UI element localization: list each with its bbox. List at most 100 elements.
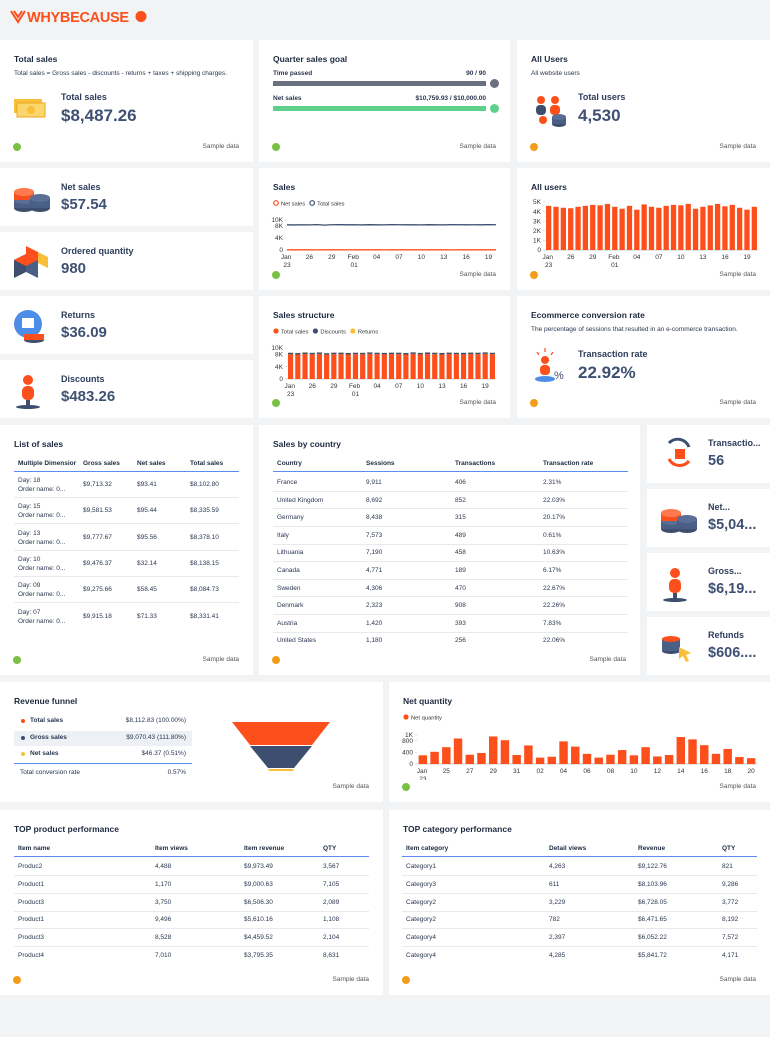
bar — [700, 745, 709, 764]
cell: $8,331.41 — [190, 612, 219, 620]
kpi-label: Refunds — [708, 630, 744, 640]
cell: 189 — [455, 567, 466, 574]
icon-part — [667, 437, 691, 448]
bar — [617, 750, 627, 764]
source-icon-dot — [272, 143, 280, 151]
cell: 4,285 — [549, 952, 566, 959]
icon-part — [38, 252, 48, 268]
side-kpi-card: Net... $5,04... — [647, 489, 770, 547]
row-rule — [402, 910, 757, 912]
bar — [641, 204, 647, 250]
x-tick-label: Feb 01 — [608, 254, 621, 268]
column-header: Revenue — [638, 845, 666, 852]
column-header: Item category — [406, 845, 449, 852]
bar — [606, 754, 615, 764]
bar — [560, 207, 567, 250]
cell: Austria — [277, 619, 298, 627]
row-rule — [402, 874, 757, 876]
icon — [661, 509, 697, 533]
legend-label: Discounts — [320, 329, 346, 335]
cell: 4,171 — [722, 952, 739, 959]
cell: $6,052.22 — [638, 934, 667, 942]
x-tick-label: 18 — [724, 768, 732, 775]
top-categories-card: TOP category performance Item category Det… — [389, 810, 770, 995]
x-tick-label: 10 — [417, 383, 425, 390]
cell: 2.31% — [543, 479, 562, 486]
kpi-label: Total sales — [61, 92, 107, 102]
bar-segment — [482, 352, 488, 354]
bar-segment — [288, 354, 294, 379]
goal-check — [490, 79, 499, 88]
card-title: Ecommerce conversion rate — [531, 310, 645, 320]
bar-segment — [446, 354, 452, 379]
header-rule — [14, 856, 369, 857]
bar — [707, 205, 713, 250]
icon-part — [268, 769, 294, 771]
cell: 4,306 — [366, 584, 383, 592]
y-tick-label: 8K — [275, 351, 284, 358]
cell: 821 — [722, 863, 733, 870]
x-tick-label: 20 — [748, 768, 756, 775]
row-rule — [14, 928, 369, 930]
legend-label: Net sales — [281, 201, 305, 207]
bar — [442, 747, 451, 764]
cell: Product3 — [18, 934, 45, 942]
cell: $71.33 — [137, 612, 157, 620]
bar — [465, 754, 474, 764]
cell: $6,506.30 — [244, 898, 273, 906]
bar — [641, 747, 650, 764]
card-subtitle: All website users — [531, 70, 580, 77]
cell: 8,631 — [323, 952, 340, 959]
bar — [723, 748, 732, 764]
icon: % — [535, 348, 564, 382]
bar-segment — [468, 354, 474, 379]
cell: Order name: 0... — [18, 617, 66, 625]
icon-part — [536, 351, 540, 356]
cell: 8,192 — [722, 916, 739, 924]
cell: 4,771 — [366, 567, 383, 574]
bar — [746, 758, 756, 764]
icon — [14, 188, 50, 212]
sales-by-country-card: Sales by country Country Sessions Transacti… — [259, 425, 640, 675]
icon-part — [669, 579, 681, 593]
cell: Order name: 0... — [18, 564, 66, 572]
bar — [571, 746, 580, 764]
kpi-value: $8,487.26 — [61, 106, 137, 125]
bar-segment — [388, 354, 395, 379]
funnel-label: Gross sales — [30, 733, 67, 741]
row-rule — [273, 631, 628, 633]
cell: 7,010 — [155, 952, 172, 959]
footer-note: Sample data — [332, 783, 370, 790]
column-header: QTY — [323, 845, 337, 852]
x-tick-label: 10 — [418, 254, 426, 261]
x-tick-label: 04 — [373, 383, 381, 390]
icon-part — [673, 593, 677, 599]
cell: 0.61% — [543, 531, 562, 539]
bar — [663, 205, 669, 250]
icon-part — [24, 334, 44, 340]
icon — [232, 722, 330, 771]
footer-note: Sample data — [459, 271, 497, 278]
all-users-card: All Users All website users Total users 4,5… — [517, 40, 770, 162]
cell: $9,915.18 — [83, 612, 112, 620]
kpi-value: $5,04... — [708, 517, 757, 533]
kpi-value: $606.... — [708, 645, 757, 661]
cell: 7,190 — [366, 549, 383, 557]
footer-note: Sample data — [719, 783, 757, 790]
sales-chart: Sales Sample data Net sales Total sales 0 4K 8… — [259, 168, 510, 290]
row-rule — [402, 946, 757, 948]
cell: 9,496 — [155, 916, 172, 924]
icon-part — [662, 636, 680, 642]
x-tick-label: 12 — [654, 768, 662, 775]
cell: 3,229 — [549, 898, 566, 906]
cell: $8,103.96 — [638, 880, 667, 888]
row-rule — [273, 543, 628, 545]
column-header: Total sales — [190, 460, 224, 467]
x-tick-label: 16 — [701, 768, 709, 775]
cell: 2,397 — [549, 934, 566, 942]
cell: Day: 10 — [18, 555, 41, 563]
cell: $9,973.49 — [244, 863, 273, 870]
cell: Product4 — [18, 952, 45, 959]
cell: $8,138.15 — [190, 559, 219, 567]
bar-segment — [316, 352, 323, 354]
